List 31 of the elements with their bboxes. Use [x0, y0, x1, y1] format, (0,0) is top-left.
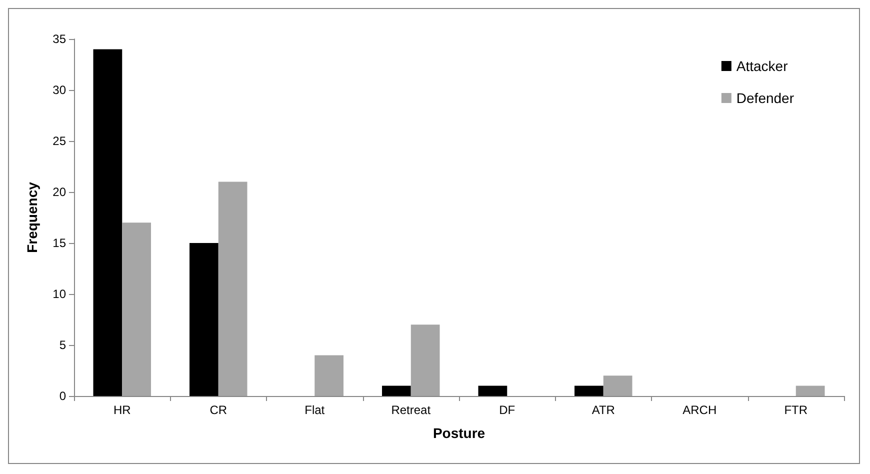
y-tick-label: 20: [52, 185, 66, 199]
y-tick-label: 35: [52, 32, 66, 46]
y-tick-label: 0: [59, 389, 66, 403]
y-axis-title: Frequency: [24, 182, 40, 253]
bar: [93, 49, 122, 396]
bar: [603, 376, 632, 396]
legend-label: Defender: [736, 90, 794, 106]
bar: [574, 386, 604, 396]
x-tick-label: FTR: [784, 403, 808, 417]
bar: [122, 222, 151, 396]
x-tick-label: DF: [499, 403, 516, 417]
y-tick-label: 30: [52, 83, 66, 97]
bar: [382, 386, 411, 396]
bar: [314, 355, 344, 396]
y-tick-label: 25: [52, 134, 66, 148]
y-tick-label: 10: [52, 287, 66, 301]
x-tick-label: HR: [113, 403, 132, 417]
bar: [190, 243, 218, 396]
x-tick-label: ATR: [592, 403, 616, 417]
x-tick-label: Flat: [304, 403, 326, 417]
legend-label: Attacker: [736, 58, 788, 74]
x-tick-label: ARCH: [682, 403, 717, 417]
bar: [218, 182, 248, 396]
y-tick-label: 15: [52, 236, 66, 250]
bar: [796, 386, 825, 396]
x-axis-title: Posture: [432, 425, 486, 441]
x-tick-label: CR: [210, 403, 228, 417]
bar: [410, 324, 440, 396]
bar: [478, 386, 508, 396]
y-tick-label: 5: [59, 338, 66, 352]
x-tick-label: Retreat: [391, 403, 432, 417]
